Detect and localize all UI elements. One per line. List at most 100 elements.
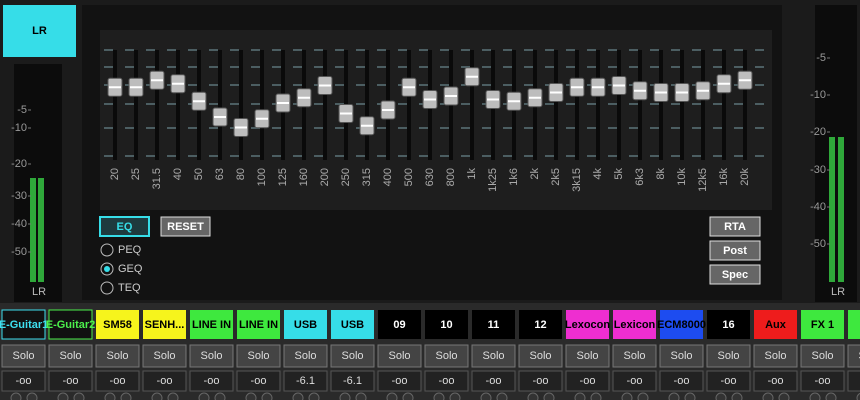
level-value: -oo: [674, 375, 690, 387]
pan-knob: [637, 392, 649, 400]
pan-knob: [167, 392, 179, 400]
pan-knob: [684, 392, 696, 400]
band-label: 100: [256, 168, 268, 186]
pan-knob: [621, 392, 633, 400]
channel-name-box[interactable]: [96, 310, 139, 339]
solo-label: Solo: [482, 350, 504, 362]
reset-button[interactable]: [160, 216, 211, 237]
channel-name: SM58: [103, 319, 132, 331]
channel-name-box[interactable]: [190, 310, 233, 339]
solo-button[interactable]: [95, 344, 140, 368]
post-button[interactable]: [709, 240, 761, 261]
level-box: [95, 370, 140, 392]
solo-label: Solo: [623, 350, 645, 362]
solo-button[interactable]: [1, 344, 46, 368]
channel-name-box[interactable]: [331, 310, 374, 339]
pan-knob: [590, 392, 602, 400]
channel-name-box[interactable]: [284, 310, 327, 339]
band-label: 25: [130, 168, 142, 180]
pan-knob: [214, 392, 226, 400]
reset-button-label: RESET: [167, 221, 204, 233]
band-label: 500: [403, 168, 415, 186]
lr-button-label: LR: [32, 25, 47, 37]
solo-button[interactable]: [518, 344, 563, 368]
lr-button[interactable]: [3, 5, 76, 57]
level-box: [283, 370, 328, 392]
solo-button[interactable]: [847, 344, 860, 368]
channel-name-box[interactable]: [707, 310, 750, 339]
solo-button[interactable]: [48, 344, 93, 368]
band-label: 2k: [529, 168, 541, 180]
meter-scale-label: -10: [810, 89, 826, 101]
solo-button[interactable]: [706, 344, 751, 368]
channel-name: 11: [488, 319, 500, 331]
channel-name-box[interactable]: [378, 310, 421, 339]
channel-name: USB: [294, 319, 317, 331]
channel-name-box[interactable]: [754, 310, 797, 339]
channel-name-box[interactable]: [613, 310, 656, 339]
solo-button[interactable]: [471, 344, 516, 368]
solo-button[interactable]: [659, 344, 704, 368]
solo-label: Solo: [576, 350, 598, 362]
solo-button[interactable]: [330, 344, 375, 368]
solo-button[interactable]: [189, 344, 234, 368]
solo-button[interactable]: [800, 344, 845, 368]
pan-knob: [809, 392, 821, 400]
solo-button[interactable]: [283, 344, 328, 368]
channel-name: E-Guitar1: [0, 319, 48, 331]
channel-name-box[interactable]: [660, 310, 703, 339]
mode-label: PEQ: [118, 244, 142, 256]
solo-button[interactable]: [377, 344, 422, 368]
pan-knob: [26, 392, 38, 400]
channel-name-box[interactable]: [48, 309, 93, 340]
solo-label: Solo: [294, 350, 316, 362]
channel-name: LINE IN: [239, 319, 278, 331]
meter-bar: [838, 137, 844, 282]
meter-scale-label: -30: [11, 190, 27, 202]
fader-track: [218, 50, 222, 160]
pan-knob: [480, 392, 492, 400]
eq-button[interactable]: [99, 216, 150, 237]
level-box: [612, 370, 657, 392]
pan-knob: [261, 392, 273, 400]
fader-track: [113, 50, 117, 160]
channel-name-box[interactable]: [237, 310, 280, 339]
mode-radio[interactable]: [100, 281, 114, 295]
mode-radio-dot: [104, 266, 110, 272]
meter-scale-label: -40: [810, 201, 826, 213]
band-label: 16k: [718, 168, 730, 186]
channel-name-box[interactable]: [566, 310, 609, 339]
channel-name-box[interactable]: [801, 310, 844, 339]
solo-button[interactable]: [236, 344, 281, 368]
spec-button[interactable]: [709, 264, 761, 285]
solo-button[interactable]: [424, 344, 469, 368]
channel-name-box[interactable]: [519, 310, 562, 339]
meter-bar: [38, 178, 44, 282]
spec-button-label: Spec: [722, 269, 748, 281]
pan-knob: [402, 392, 414, 400]
rta-button[interactable]: [709, 216, 761, 237]
fader-track: [722, 50, 726, 160]
level-box: [753, 370, 798, 392]
solo-button[interactable]: [565, 344, 610, 368]
channel-name: FX 1: [811, 319, 834, 331]
level-value: -oo: [721, 375, 737, 387]
solo-button[interactable]: [753, 344, 798, 368]
solo-button[interactable]: [142, 344, 187, 368]
level-box: [1, 370, 46, 392]
channel-name-box[interactable]: [143, 310, 186, 339]
solo-button[interactable]: [612, 344, 657, 368]
channel-name-box[interactable]: [472, 310, 515, 339]
mode-radio[interactable]: [100, 243, 114, 257]
pan-knob: [386, 392, 398, 400]
band-label: 125: [277, 168, 289, 186]
pan-knob: [825, 392, 837, 400]
pan-knob: [339, 392, 351, 400]
channel-name-box[interactable]: [1, 309, 46, 340]
channel-name-box[interactable]: [848, 310, 860, 339]
fader-track: [239, 50, 243, 160]
channel-name-box[interactable]: [425, 310, 468, 339]
band-label: 12k5: [697, 168, 709, 192]
level-value: -oo: [157, 375, 173, 387]
band-label: 20k: [739, 168, 751, 186]
